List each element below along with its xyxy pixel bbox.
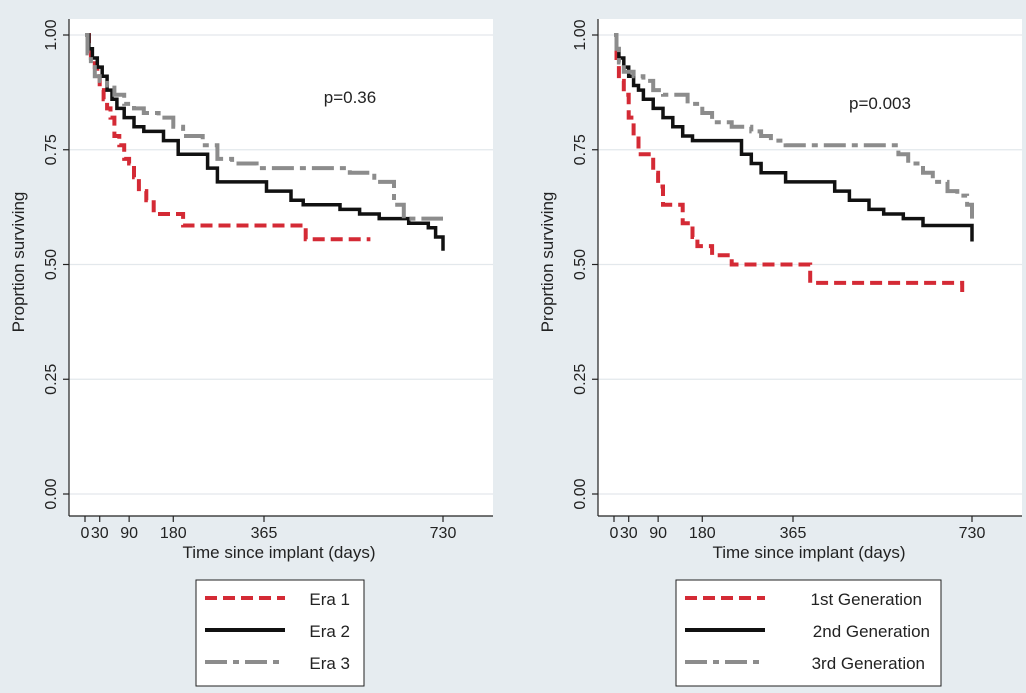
- right-chart: 0.00 0.25 0.50 0.75 1.00 0 30 90 180 365 730 p=0.…: [538, 19, 1022, 687]
- y-tick-label: 0.50: [572, 249, 589, 280]
- axes: [68, 19, 493, 517]
- p-value-annotation: p=0.36: [324, 88, 376, 107]
- y-axis-label: Proprtion surviving: [9, 192, 28, 333]
- x-axis-label: Time since implant (days): [182, 543, 375, 562]
- legend-box: [675, 579, 942, 687]
- x-tick-label: 365: [251, 525, 278, 542]
- left-chart: 0.00 0.25 0.50 0.75 1.00 0 30 90 180 365 730 p=0.…: [9, 19, 493, 687]
- series-lines: [614, 33, 974, 292]
- y-tick-label: 0.00: [572, 478, 589, 509]
- x-tick-label: 0: [610, 525, 619, 542]
- legend: Era 1 Era 2 Era 3: [195, 579, 365, 687]
- p-value-annotation: p=0.003: [849, 94, 911, 113]
- x-tick-label: 30: [620, 525, 638, 542]
- series-line-2nd-generation: [614, 33, 974, 242]
- y-axis-label: Proprtion surviving: [538, 192, 557, 333]
- x-tick-label: 30: [91, 525, 109, 542]
- plot-area: [598, 19, 1022, 516]
- legend-label-2nd-generation: 2nd Generation: [813, 622, 930, 641]
- series-line-3rd-generation: [614, 33, 974, 219]
- x-tick-label: 180: [160, 525, 187, 542]
- x-tick-label: 730: [959, 525, 986, 542]
- x-tick-label: 180: [689, 525, 716, 542]
- legend-label-era-3: Era 3: [309, 654, 350, 673]
- x-ticks: 0 30 90 180 365 730: [81, 516, 457, 542]
- x-tick-label: 365: [780, 525, 807, 542]
- y-tick-label: 0.75: [43, 134, 60, 165]
- y-tick-label: 0.25: [572, 364, 589, 395]
- x-ticks: 0 30 90 180 365 730: [610, 516, 986, 542]
- y-ticks: 0.00 0.25 0.50 0.75 1.00: [572, 19, 598, 510]
- axes: [597, 19, 1022, 517]
- grid-lines: [69, 34, 493, 495]
- y-tick-label: 1.00: [572, 19, 589, 50]
- x-tick-label: 90: [120, 525, 138, 542]
- series-line-1st-generation: [614, 33, 965, 292]
- y-tick-label: 0.25: [43, 364, 60, 395]
- grid-lines: [598, 34, 1022, 495]
- series-line-era-3: [85, 33, 443, 221]
- y-tick-label: 0.00: [43, 478, 60, 509]
- legend-label-era-2: Era 2: [309, 622, 350, 641]
- x-tick-label: 90: [649, 525, 667, 542]
- x-tick-label: 0: [81, 525, 90, 542]
- x-tick-label: 730: [430, 525, 457, 542]
- x-axis-label: Time since implant (days): [712, 543, 905, 562]
- y-tick-label: 0.75: [572, 134, 589, 165]
- series-lines: [85, 33, 445, 251]
- y-ticks: 0.00 0.25 0.50 0.75 1.00: [43, 19, 69, 510]
- series-line-era-2: [85, 33, 445, 251]
- y-tick-label: 0.50: [43, 249, 60, 280]
- legend-label-3rd-generation: 3rd Generation: [812, 654, 925, 673]
- legend-label-1st-generation: 1st Generation: [810, 590, 922, 609]
- y-tick-label: 1.00: [43, 19, 60, 50]
- legend: 1st Generation 2nd Generation 3rd Genera…: [675, 579, 942, 687]
- plot-area: [69, 19, 493, 516]
- legend-label-era-1: Era 1: [309, 590, 350, 609]
